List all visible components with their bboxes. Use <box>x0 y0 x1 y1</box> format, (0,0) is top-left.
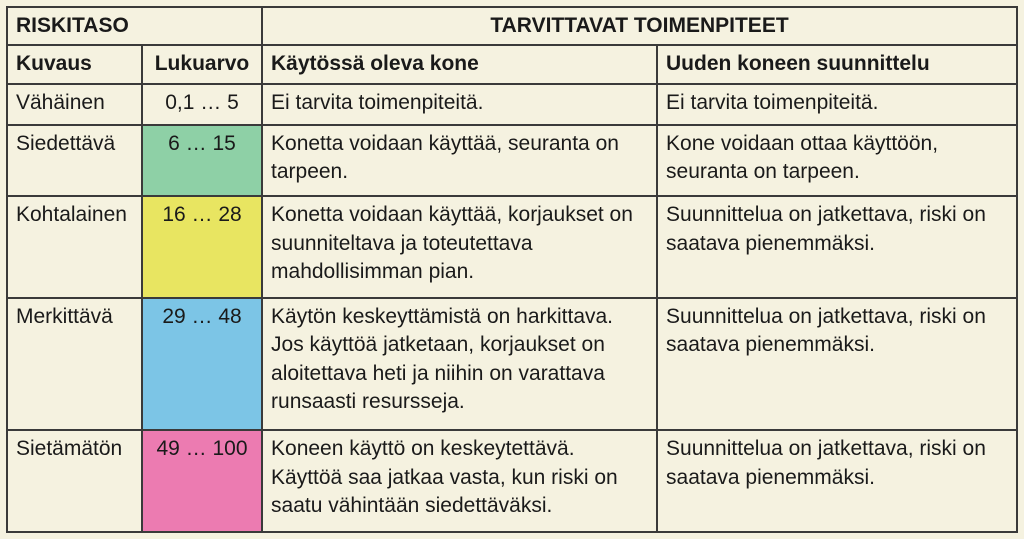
cell-value: 16 … 28 <box>142 196 262 298</box>
header-in-use: Käytössä oleva kone <box>262 45 657 83</box>
cell-in-use: Konetta voidaan käyttää, korjaukset on s… <box>262 196 657 298</box>
cell-in-use: Ei tarvita toimenpiteitä. <box>262 84 657 125</box>
header-new-design: Uuden koneen suunnittelu <box>657 45 1017 83</box>
cell-new-design: Suunnittelua on jatkettava, riski on saa… <box>657 430 1017 532</box>
header-value: Lukuarvo <box>142 45 262 83</box>
cell-in-use: Käytön keskeyttämistä on harkittava. Jos… <box>262 298 657 430</box>
header-description: Kuvaus <box>7 45 142 83</box>
table-row: Siedettävä6 … 15Konetta voidaan käyttää,… <box>7 125 1017 196</box>
cell-description: Vähäinen <box>7 84 142 125</box>
cell-in-use: Konetta voidaan käyttää, seuranta on tar… <box>262 125 657 196</box>
table-row: Vähäinen0,1 … 5Ei tarvita toimenpiteitä.… <box>7 84 1017 125</box>
risk-table: RISKITASO TARVITTAVAT TOIMENPITEET Kuvau… <box>6 6 1018 533</box>
cell-in-use: Koneen käyttö on keskeytettävä. Käyttöä … <box>262 430 657 532</box>
table-row: Sietämätön49 … 100Koneen käyttö on keske… <box>7 430 1017 532</box>
cell-value: 0,1 … 5 <box>142 84 262 125</box>
table-header-row-2: Kuvaus Lukuarvo Käytössä oleva kone Uude… <box>7 45 1017 83</box>
cell-new-design: Suunnittelua on jatkettava, riski on saa… <box>657 298 1017 430</box>
cell-description: Siedettävä <box>7 125 142 196</box>
table-row: Merkittävä29 … 48Käytön keskeyttämistä o… <box>7 298 1017 430</box>
cell-new-design: Kone voidaan ottaa käyttöön, seuranta on… <box>657 125 1017 196</box>
header-risk-level: RISKITASO <box>7 7 262 45</box>
cell-value: 6 … 15 <box>142 125 262 196</box>
cell-value: 49 … 100 <box>142 430 262 532</box>
table-header-row-1: RISKITASO TARVITTAVAT TOIMENPITEET <box>7 7 1017 45</box>
cell-value: 29 … 48 <box>142 298 262 430</box>
cell-description: Kohtalainen <box>7 196 142 298</box>
cell-description: Sietämätön <box>7 430 142 532</box>
cell-new-design: Ei tarvita toimenpiteitä. <box>657 84 1017 125</box>
cell-description: Merkittävä <box>7 298 142 430</box>
risk-table-body: Vähäinen0,1 … 5Ei tarvita toimenpiteitä.… <box>7 84 1017 532</box>
table-row: Kohtalainen16 … 28Konetta voidaan käyttä… <box>7 196 1017 298</box>
cell-new-design: Suunnittelua on jatkettava, riski on saa… <box>657 196 1017 298</box>
header-actions: TARVITTAVAT TOIMENPITEET <box>262 7 1017 45</box>
